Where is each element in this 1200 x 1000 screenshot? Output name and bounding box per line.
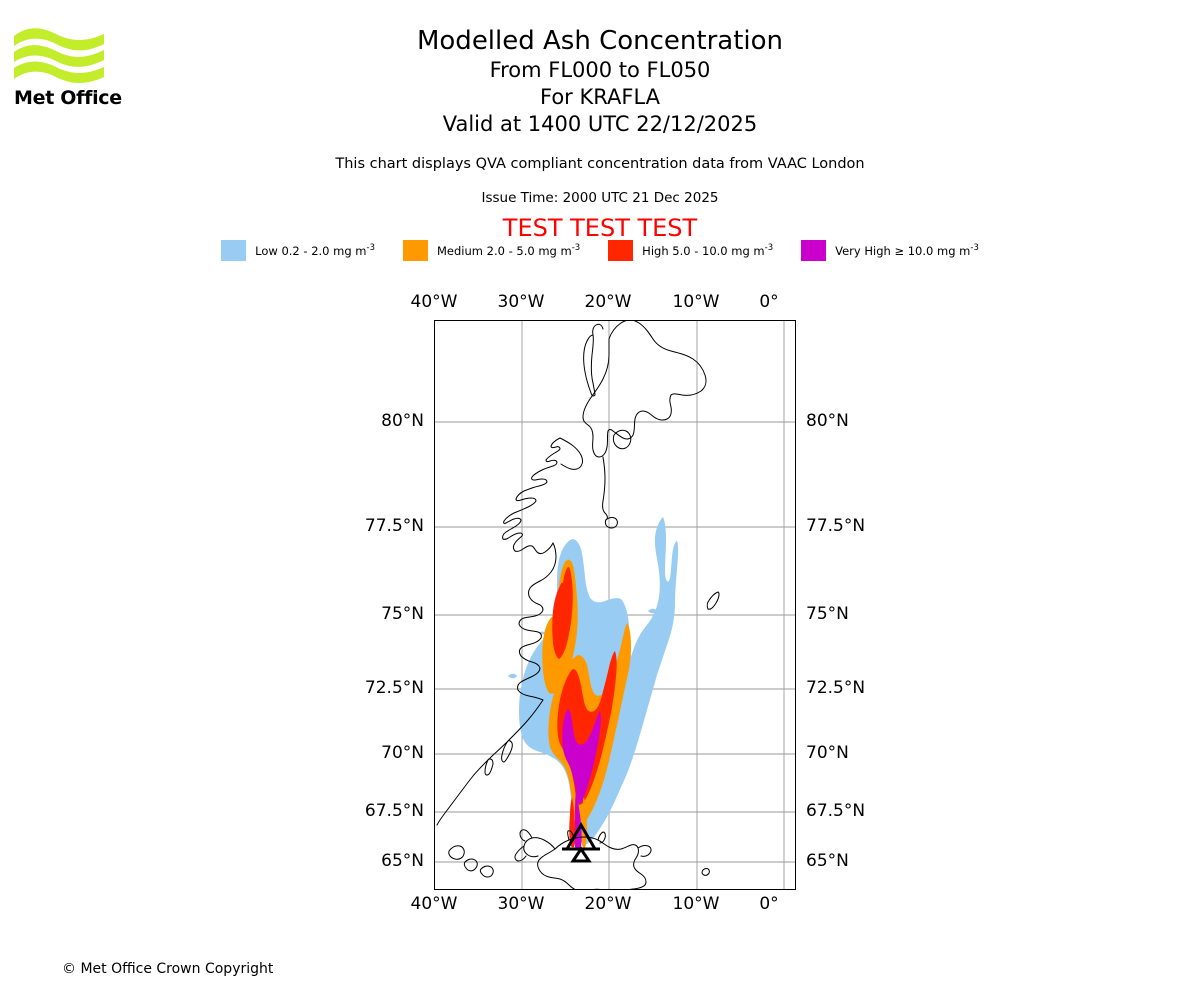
ash-contour-high-west: [552, 567, 573, 659]
legend-item-very-high: Very High ≥ 10.0 mg m-3: [801, 240, 979, 261]
volcano-marker: [562, 822, 600, 863]
coast-iceland-westfjords: [523, 837, 556, 858]
ash-contour-low-satellite: [508, 673, 517, 679]
issue-time: Issue Time: 2000 UTC 21 Dec 2025: [481, 190, 719, 206]
legend-swatch-very-high: [801, 240, 827, 261]
lat-label-right-67-5n: 67.5°N: [806, 801, 866, 821]
legend-swatch-medium: [402, 240, 428, 261]
coast-greenland-south-isles-3: [479, 865, 494, 878]
ash-contour-low-satellite-3: [648, 608, 657, 614]
legend-item-high: High 5.0 - 10.0 mg m-3: [608, 240, 773, 261]
page-title: Modelled Ash Concentration: [416, 26, 784, 56]
lon-label-bottom-20w: 20°W: [584, 894, 632, 914]
lat-label-right-72-5n: 72.5°N: [806, 678, 866, 698]
coast-greenland-south-isles-2: [463, 858, 478, 872]
lon-label-top-0: 0°: [759, 292, 779, 312]
lat-label-right-77-5n: 77.5°N: [806, 516, 866, 536]
coast-svalbard-small-isle: [612, 429, 632, 450]
coast-greenland-east: [502, 437, 561, 554]
coast-greenland-scoresby: [559, 437, 583, 470]
copyright-notice: © Met Office Crown Copyright: [62, 961, 274, 977]
legend-item-low: Low 0.2 - 2.0 mg m-3: [221, 240, 375, 261]
coast-svalbard-west: [583, 334, 596, 397]
legend-item-medium: Medium 2.0 - 5.0 mg m-3: [402, 240, 581, 261]
test-banner: TEST TEST TEST: [502, 214, 698, 242]
lat-label-left-67-5n: 67.5°N: [364, 801, 424, 821]
lat-label-left-80n: 80°N: [381, 411, 424, 431]
ash-contour-low: [519, 517, 679, 845]
legend-label-very-high: Very High ≥ 10.0 mg m-3: [835, 243, 979, 258]
coast-svalbard-main: [582, 321, 707, 458]
met-office-logo: Met Office: [14, 28, 124, 113]
title-valid-time: Valid at 1400 UTC 22/12/2025: [442, 112, 758, 136]
coast-svalbard-tip: [592, 323, 604, 336]
coast-jan-mayen: [706, 591, 720, 610]
met-office-logo-text: Met Office: [14, 87, 122, 109]
lat-label-left-77-5n: 77.5°N: [364, 516, 424, 536]
lat-label-right-75n: 75°N: [806, 604, 849, 624]
lon-label-bottom-10w: 10°W: [672, 894, 720, 914]
met-office-wave-mark: [14, 28, 104, 84]
coast-iceland-bay-north-2: [597, 831, 606, 844]
coast-iceland-wf-detail-1: [519, 829, 533, 842]
lon-label-top-10w: 10°W: [672, 292, 720, 312]
coast-greenland-south-isles: [448, 845, 465, 860]
ash-contour-very-high: [562, 709, 601, 805]
coast-greenland-sfjord-1: [501, 740, 513, 763]
legend-label-medium: Medium 2.0 - 5.0 mg m-3: [436, 243, 581, 258]
lat-label-left-75n: 75°N: [381, 604, 424, 624]
ash-plume-contours: [508, 517, 679, 849]
coast-svalbard-bearisle: [604, 517, 618, 529]
coast-faroes: [701, 868, 710, 876]
coast-greenland-sfjord-2: [484, 758, 494, 776]
lon-label-top-30w: 30°W: [497, 292, 545, 312]
lon-label-bottom-30w: 30°W: [497, 894, 545, 914]
lon-label-top-40w: 40°W: [410, 292, 458, 312]
coast-iceland: [537, 836, 647, 889]
lon-label-bottom-0: 0°: [759, 894, 779, 914]
lat-label-right-70n: 70°N: [806, 743, 849, 763]
map-canvas: [435, 321, 795, 889]
legend-swatch-low: [221, 240, 247, 261]
title-block: Modelled Ash Concentration From FL000 to…: [0, 26, 1200, 138]
lat-label-right-80n: 80°N: [806, 411, 849, 431]
title-flight-levels: From FL000 to FL050: [489, 58, 711, 82]
lat-label-right-65n: 65°N: [806, 851, 849, 871]
chart-note: This chart displays QVA compliant concen…: [335, 156, 865, 172]
legend-label-high: High 5.0 - 10.0 mg m-3: [642, 243, 774, 258]
legend-label-low: Low 0.2 - 2.0 mg m-3: [255, 243, 375, 258]
lon-label-top-20w: 20°W: [584, 292, 632, 312]
coast-greenland-southeast: [436, 699, 544, 826]
coast-svalbard-tail: [602, 456, 608, 520]
ash-contour-high-stem: [569, 797, 575, 848]
coastlines: [436, 321, 720, 889]
legend-swatch-high: [608, 240, 634, 261]
title-volcano: For KRAFLA: [540, 85, 660, 109]
coast-iceland-wf-detail-2: [514, 845, 527, 862]
concentration-legend: Low 0.2 - 2.0 mg m-3 Medium 2.0 - 5.0 mg…: [0, 240, 1200, 261]
lon-label-bottom-40w: 40°W: [410, 894, 458, 914]
coast-iceland-east: [637, 845, 652, 857]
ash-concentration-map[interactable]: [434, 320, 796, 890]
lat-label-left-72-5n: 72.5°N: [364, 678, 424, 698]
coast-greenland-fjords: [517, 542, 557, 701]
lat-label-left-65n: 65°N: [381, 851, 424, 871]
lat-label-left-70n: 70°N: [381, 743, 424, 763]
